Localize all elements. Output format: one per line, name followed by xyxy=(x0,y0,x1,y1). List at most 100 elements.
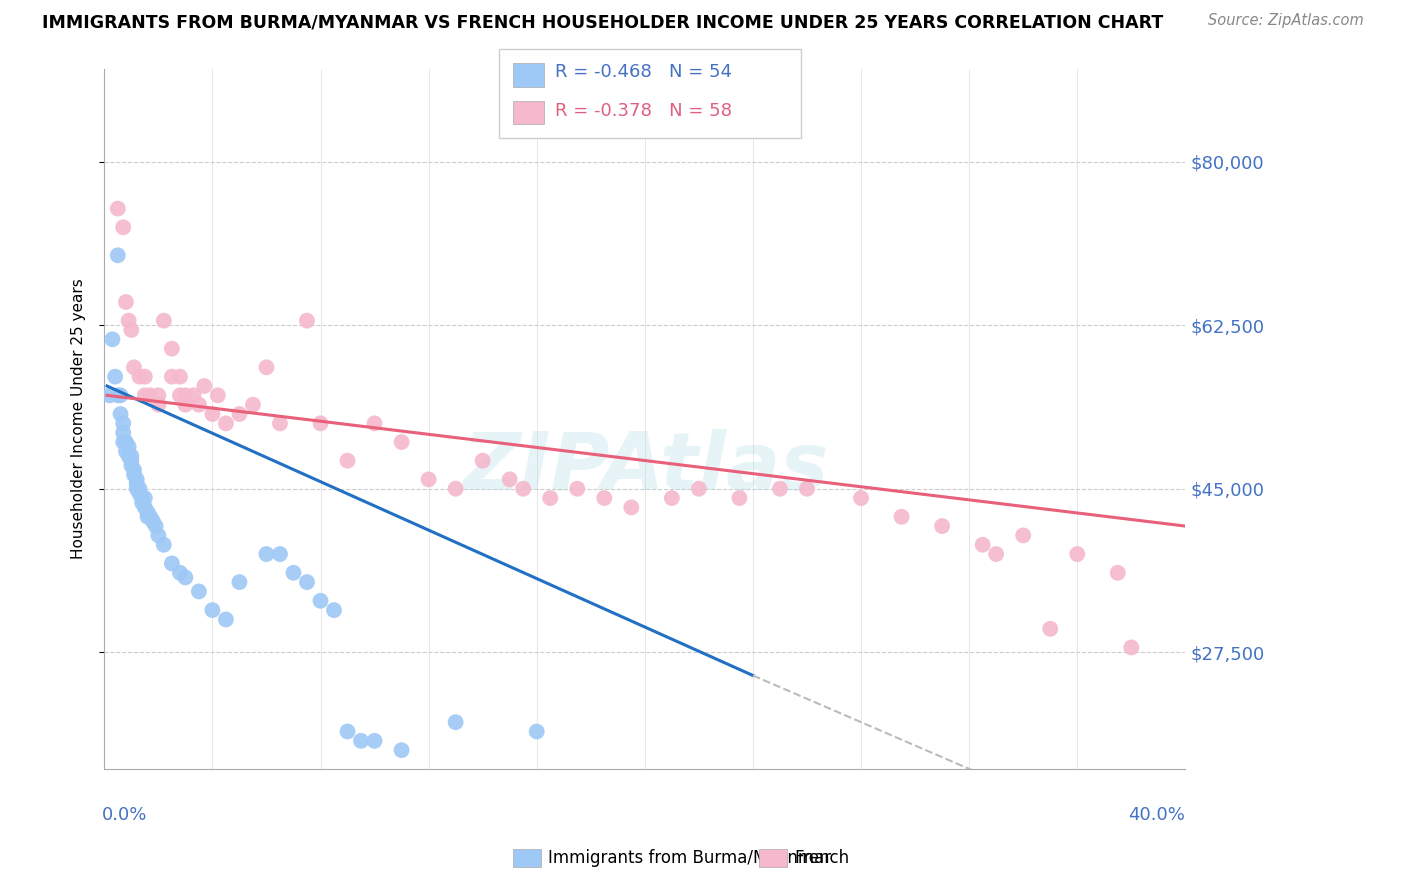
Point xyxy=(169,566,191,580)
Point xyxy=(112,435,135,450)
Point xyxy=(444,482,467,496)
Point xyxy=(363,417,385,431)
Point xyxy=(107,248,129,262)
Point xyxy=(931,519,953,533)
Point xyxy=(139,388,162,402)
Point xyxy=(112,417,135,431)
Point xyxy=(142,515,165,529)
Point xyxy=(112,220,135,235)
Point xyxy=(134,491,156,505)
Point xyxy=(336,724,359,739)
Y-axis label: Householder Income Under 25 years: Householder Income Under 25 years xyxy=(72,278,86,559)
Point xyxy=(688,482,710,496)
Point xyxy=(1066,547,1088,561)
Point xyxy=(148,528,170,542)
Point xyxy=(101,332,124,346)
Point xyxy=(620,500,643,515)
Point xyxy=(115,435,138,450)
Point xyxy=(796,482,818,496)
Point xyxy=(187,584,209,599)
Point xyxy=(152,538,174,552)
Point xyxy=(526,724,548,739)
Point xyxy=(169,369,191,384)
Point xyxy=(122,463,145,477)
Point xyxy=(890,509,912,524)
Point xyxy=(215,612,238,626)
Point xyxy=(1121,640,1143,655)
Point xyxy=(117,449,139,463)
Point xyxy=(283,566,305,580)
Point xyxy=(661,491,683,505)
Point xyxy=(418,472,440,486)
Text: French: French xyxy=(794,849,849,867)
Point xyxy=(169,388,191,402)
Point xyxy=(512,482,534,496)
Point xyxy=(98,388,121,402)
Point xyxy=(122,360,145,375)
Point xyxy=(120,453,142,467)
Point xyxy=(567,482,589,496)
Point xyxy=(117,440,139,454)
Point xyxy=(728,491,751,505)
Point xyxy=(499,472,522,486)
Point xyxy=(134,369,156,384)
Point xyxy=(104,369,127,384)
Point xyxy=(131,496,153,510)
Point xyxy=(215,417,238,431)
Point xyxy=(444,715,467,730)
Text: R = -0.378   N = 58: R = -0.378 N = 58 xyxy=(555,102,733,120)
Text: 0.0%: 0.0% xyxy=(101,806,148,824)
Text: R = -0.468   N = 54: R = -0.468 N = 54 xyxy=(555,63,733,81)
Point xyxy=(849,491,872,505)
Point xyxy=(110,388,132,402)
Point xyxy=(160,342,183,356)
Point xyxy=(295,313,318,327)
Point xyxy=(131,491,153,505)
Point xyxy=(122,467,145,482)
Point xyxy=(228,575,250,590)
Point xyxy=(201,603,224,617)
Text: Source: ZipAtlas.com: Source: ZipAtlas.com xyxy=(1208,13,1364,29)
Point xyxy=(363,734,385,748)
Point xyxy=(145,519,167,533)
Point xyxy=(242,398,264,412)
Point xyxy=(117,313,139,327)
Point xyxy=(174,388,197,402)
Point xyxy=(269,547,291,561)
Point xyxy=(128,486,150,500)
Point xyxy=(336,453,359,467)
Point xyxy=(309,417,332,431)
Point xyxy=(769,482,792,496)
Point xyxy=(115,444,138,458)
Point xyxy=(323,603,346,617)
Point xyxy=(174,398,197,412)
Point xyxy=(187,398,209,412)
Point xyxy=(228,407,250,421)
Point xyxy=(148,398,170,412)
Point xyxy=(986,547,1008,561)
Point xyxy=(136,505,159,519)
Point xyxy=(125,482,148,496)
Point xyxy=(107,388,129,402)
Point xyxy=(269,417,291,431)
Text: 40.0%: 40.0% xyxy=(1129,806,1185,824)
Text: ZIPAtlas: ZIPAtlas xyxy=(461,429,828,507)
Point xyxy=(125,477,148,491)
Point xyxy=(128,482,150,496)
Point xyxy=(115,295,138,310)
Point xyxy=(120,458,142,473)
Point xyxy=(309,594,332,608)
Point xyxy=(160,557,183,571)
Point xyxy=(593,491,616,505)
Point xyxy=(972,538,994,552)
Point xyxy=(1012,528,1035,542)
Point xyxy=(160,369,183,384)
Point xyxy=(120,449,142,463)
Point xyxy=(148,388,170,402)
Point xyxy=(207,388,229,402)
Point xyxy=(139,509,162,524)
Point xyxy=(110,407,132,421)
Point xyxy=(256,360,278,375)
Point xyxy=(391,435,413,450)
Point xyxy=(112,425,135,440)
